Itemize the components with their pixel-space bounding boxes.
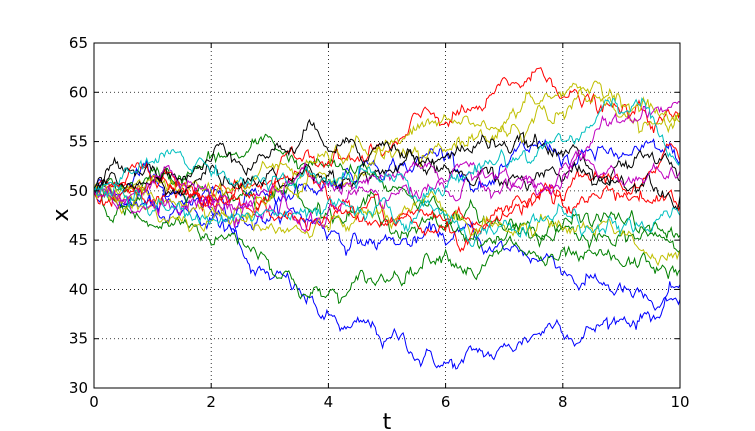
y-tick-label: 60: [69, 83, 88, 101]
x-tick-label: 8: [558, 393, 568, 411]
series-line-16: [94, 149, 680, 233]
y-tick-label: 40: [69, 280, 88, 298]
series-line-12: [94, 178, 680, 267]
y-tick-label: 55: [69, 133, 88, 151]
series-line-4: [94, 187, 680, 304]
plot-frame: [93, 42, 681, 389]
series-line-8: [94, 143, 680, 253]
x-tick-label: 0: [89, 393, 99, 411]
series-line-2: [94, 178, 680, 312]
y-axis-label: x: [49, 208, 74, 221]
series-line-9: [94, 178, 680, 232]
y-tick-label: 45: [69, 231, 88, 249]
y-tick-label: 35: [69, 330, 88, 348]
y-tick-label: 65: [69, 34, 88, 52]
series-lines: [94, 67, 680, 370]
series-line-17: [94, 97, 680, 203]
x-tick-label: 10: [670, 393, 689, 411]
y-tick-label: 30: [69, 379, 88, 397]
x-tick-label: 6: [441, 393, 451, 411]
tick-labels: 0 2 4 6 8 10 30 35 40 45 50 55 60 65: [69, 34, 690, 411]
x-tick-label: 2: [206, 393, 216, 411]
x-tick-label: 4: [324, 393, 334, 411]
series-line-18: [94, 181, 680, 248]
y-tick-label: 50: [69, 182, 88, 200]
x-axis-label: t: [383, 410, 392, 431]
axis-ticks: [93, 42, 681, 389]
